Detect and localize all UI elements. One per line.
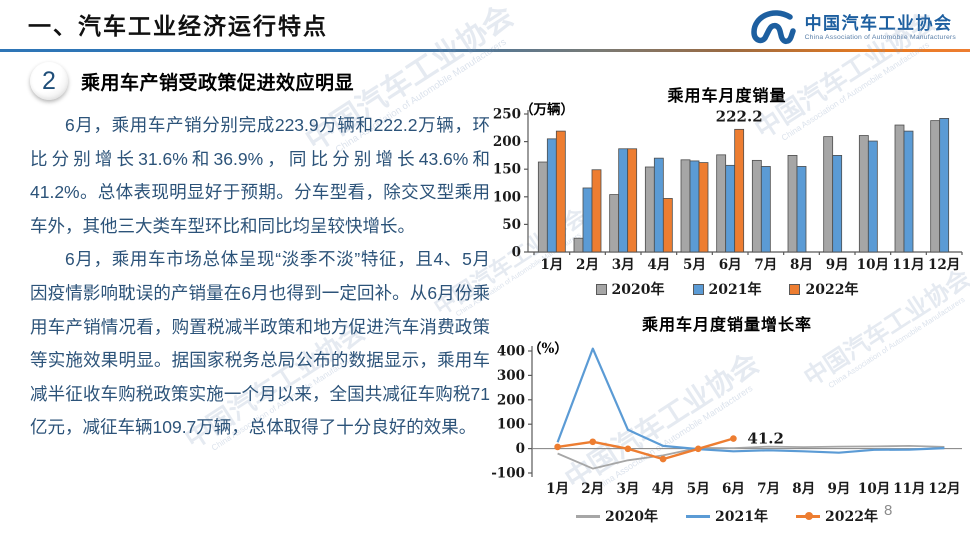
svg-text:7月: 7月 [754, 257, 777, 273]
svg-text:2月: 2月 [581, 481, 604, 497]
svg-text:100: 100 [493, 189, 521, 205]
legend-swatch-2020年 [595, 283, 607, 295]
bar-series-2020年 [537, 120, 941, 253]
page-number: 8 [884, 502, 893, 519]
svg-text:4月: 4月 [647, 257, 670, 273]
svg-text:11月: 11月 [892, 257, 924, 273]
svg-text:5月: 5月 [683, 257, 706, 273]
svg-text:8月: 8月 [792, 481, 815, 497]
svg-text:222.2: 222.2 [716, 107, 763, 125]
bar-chart-plot: 0 50 100 150 200 250 1月 2月 3月 4月 5月 6月 7月 8月 9月 10月 11月 1… [493, 107, 963, 273]
svg-text:3月: 3月 [616, 481, 639, 497]
legend-swatch-2022年 [789, 283, 801, 295]
section-header: 2 乘用车产销受政策促进效应明显 [30, 62, 490, 100]
bar-chart-unit-label: （万辆） [520, 102, 574, 118]
svg-text:1月: 1月 [546, 481, 569, 497]
svg-text:250: 250 [493, 107, 521, 123]
legend-label: 2022年 [805, 282, 859, 298]
legend-item-2021年: 2021年 [692, 279, 762, 299]
legend-item-2021年: 2021年 [686, 506, 768, 526]
page-title: 一、汽车工业经济运行特点 [28, 13, 328, 39]
section-number-badge: 2 [30, 62, 68, 100]
svg-text:10月: 10月 [858, 481, 890, 497]
svg-text:50: 50 [502, 217, 521, 233]
svg-text:41.2: 41.2 [747, 430, 784, 448]
legend-label: 2021年 [708, 282, 762, 298]
line-chart-unit-label: （%） [528, 341, 568, 357]
legend-item-2020年: 2020年 [595, 279, 665, 299]
line-chart-plot: -100 0 100 200 300 400 1月 2月 3月 4月 5月 6月 7月 8月 9月 10月 11… [491, 344, 962, 497]
svg-text:3月: 3月 [612, 257, 635, 273]
text-column: 2 乘用车产销受政策促进效应明显 6月，乘用车产销分别完成223.9万辆和222… [30, 62, 490, 445]
legend-label: 2020年 [611, 282, 665, 298]
monthly-sales-bar-chart: 乘用车月度销量 （万辆） 0 50 100 150 200 250 1月 2月 3月 4月 5月 6月… [486, 82, 968, 299]
logo-name-en: China Association of Automobile Manufact… [804, 33, 956, 41]
line-series-2020年 [557, 445, 945, 470]
svg-text:10月: 10月 [857, 257, 889, 273]
line-series-2022年 [554, 435, 737, 463]
svg-text:12月: 12月 [928, 481, 960, 497]
legend-label: 2022年 [824, 509, 878, 525]
legend-swatch-2020年 [576, 514, 601, 518]
legend-item-2022年: 2022年 [789, 279, 858, 299]
svg-text:9月: 9月 [826, 257, 849, 273]
section-number: 2 [42, 66, 56, 95]
svg-text:300: 300 [497, 368, 525, 384]
bar-chart-legend: 2020年 2021年 2022年 [486, 279, 968, 299]
svg-text:200: 200 [493, 134, 521, 150]
caam-logo: 中国汽车工业协会 China Association of Automobile… [745, 8, 956, 48]
svg-text:8月: 8月 [790, 257, 813, 273]
bar-series-2021年 [546, 118, 950, 253]
body-paragraph-2: 6月，乘用车市场总体呈现“淡季不淡”特征，且4、5月因疫情影响耽误的产销量在6月… [30, 249, 490, 438]
section-title: 乘用车产销受政策促进效应明显 [81, 72, 355, 94]
growth-rate-line-chart: 乘用车月度销量增长率 （%） -100 0 100 200 300 400 1月 2月 3月 4月… [486, 311, 968, 526]
svg-text:12月: 12月 [928, 257, 960, 273]
caam-logo-icon [750, 10, 796, 45]
svg-text:7月: 7月 [757, 481, 780, 497]
line-series-2021年 [556, 347, 945, 454]
bar-axes [524, 110, 963, 255]
legend-swatch-2021年 [686, 514, 711, 518]
svg-text:1月: 1月 [540, 257, 563, 273]
legend-item-2022年: 2022年 [795, 506, 878, 526]
svg-text:6月: 6月 [719, 257, 742, 273]
svg-text:6月: 6月 [722, 481, 745, 497]
logo-name-cn: 中国汽车工业协会 [804, 13, 953, 33]
body-text: 6月，乘用车产销分别完成223.9万辆和222.2万辆，环比分别增长31.6%和… [30, 109, 490, 445]
bar-series-2022年 [555, 128, 745, 253]
legend-swatch-2022年 [795, 512, 820, 520]
svg-text:-100: -100 [491, 466, 525, 482]
charts-column: 乘用车月度销量 （万辆） 0 50 100 150 200 250 1月 2月 3月 4月 5月 6月… [486, 80, 968, 530]
line-chart-legend: 2020年 2021年 2022年 [486, 506, 968, 526]
legend-label: 2021年 [715, 509, 768, 525]
header-divider [0, 49, 970, 52]
bar-chart-title: 乘用车月度销量 [667, 88, 787, 105]
svg-text:0: 0 [512, 245, 521, 261]
svg-text:200: 200 [497, 392, 525, 408]
svg-text:9月: 9月 [827, 481, 850, 497]
svg-text:400: 400 [497, 344, 525, 360]
line-axes [528, 346, 533, 477]
svg-text:5月: 5月 [687, 481, 710, 497]
body-paragraph-1: 6月，乘用车产销分别完成223.9万辆和222.2万辆，环比分别增长31.6%和… [30, 115, 490, 236]
line-chart-title: 乘用车月度销量增长率 [641, 317, 812, 334]
legend-label: 2020年 [605, 509, 659, 525]
svg-text:11月: 11月 [893, 481, 925, 497]
svg-text:0: 0 [516, 441, 525, 457]
legend-item-2020年: 2020年 [576, 506, 658, 526]
svg-text:150: 150 [493, 162, 521, 178]
svg-text:2月: 2月 [576, 257, 599, 273]
svg-text:100: 100 [497, 417, 525, 433]
legend-swatch-2021年 [692, 283, 704, 295]
svg-text:4月: 4月 [652, 481, 675, 497]
